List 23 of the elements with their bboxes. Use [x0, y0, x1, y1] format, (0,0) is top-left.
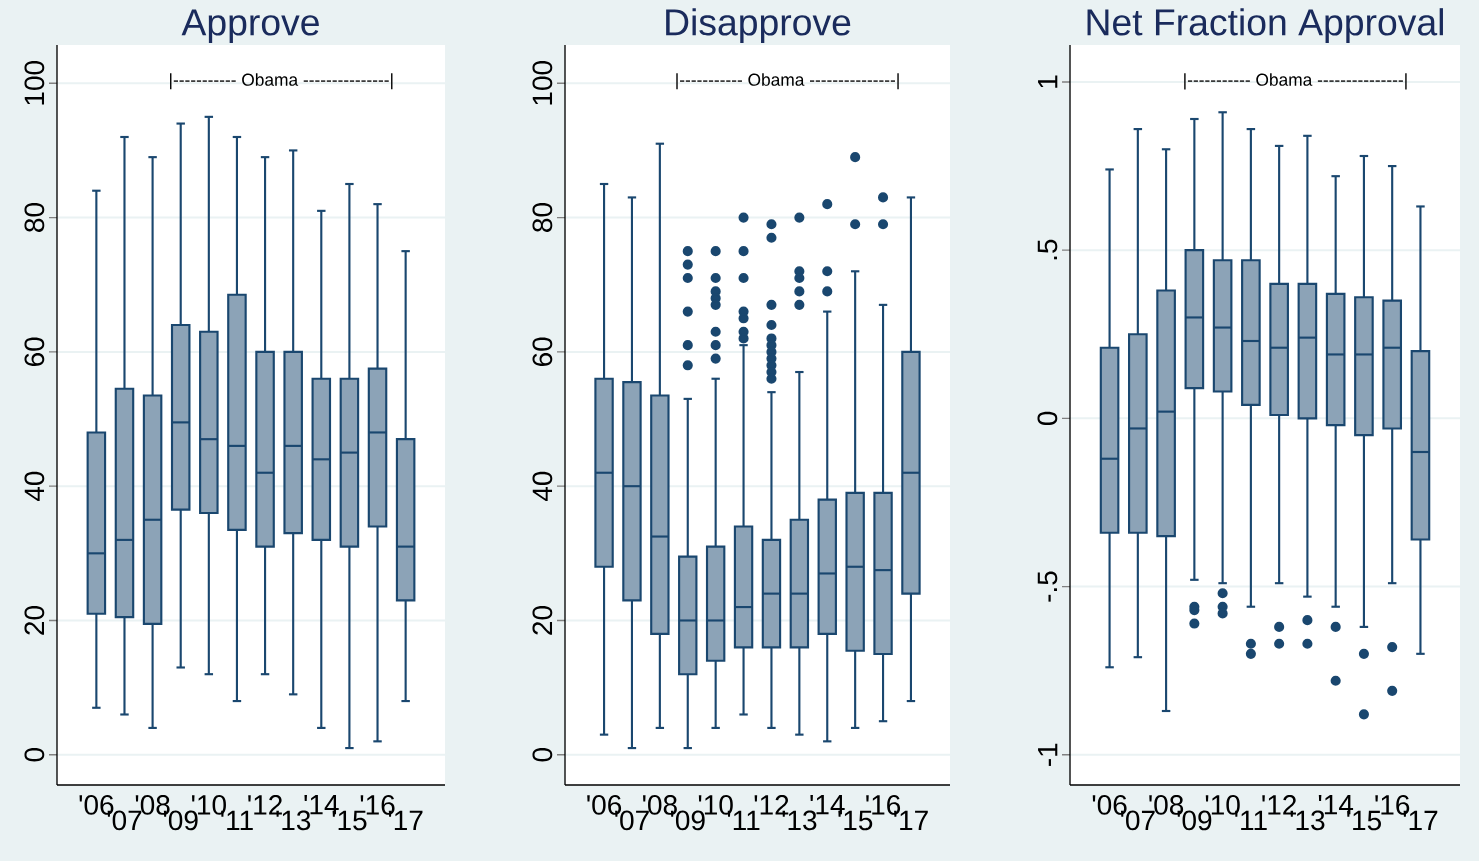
chart-title: Approve	[181, 9, 319, 43]
y-tick-label: 40	[532, 471, 553, 502]
y-tick-label: 0	[532, 748, 553, 762]
y-tick-label: 0	[1037, 411, 1058, 426]
annotation: |----------- Obama ---------------|	[676, 73, 899, 90]
y-tick-label: 60	[24, 337, 45, 367]
y-tick-label: 20	[24, 606, 45, 635]
annotation: |----------- Obama ---------------|	[1184, 73, 1407, 90]
y-tick-label: 80	[24, 203, 45, 232]
y-tick-label: .5	[1037, 239, 1058, 260]
y-tick-label: 20	[532, 606, 553, 635]
y-tick-label: -1	[1038, 743, 1058, 766]
chart-title: Net Fraction Approval	[1087, 8, 1443, 43]
y-tick-label: 40	[24, 471, 45, 502]
annotation: |----------- Obama ---------------|	[170, 73, 393, 90]
y-tick-label: 100	[24, 61, 45, 105]
y-tick-label: 0	[24, 748, 45, 762]
y-tick-label: 100	[532, 61, 553, 105]
y-tick-label: 1	[1038, 75, 1058, 88]
y-tick-label: -.5	[1037, 571, 1058, 602]
y-tick-label: 80	[532, 203, 553, 232]
chart-title: Disapprove	[666, 8, 851, 43]
y-tick-label: 60	[532, 337, 553, 367]
